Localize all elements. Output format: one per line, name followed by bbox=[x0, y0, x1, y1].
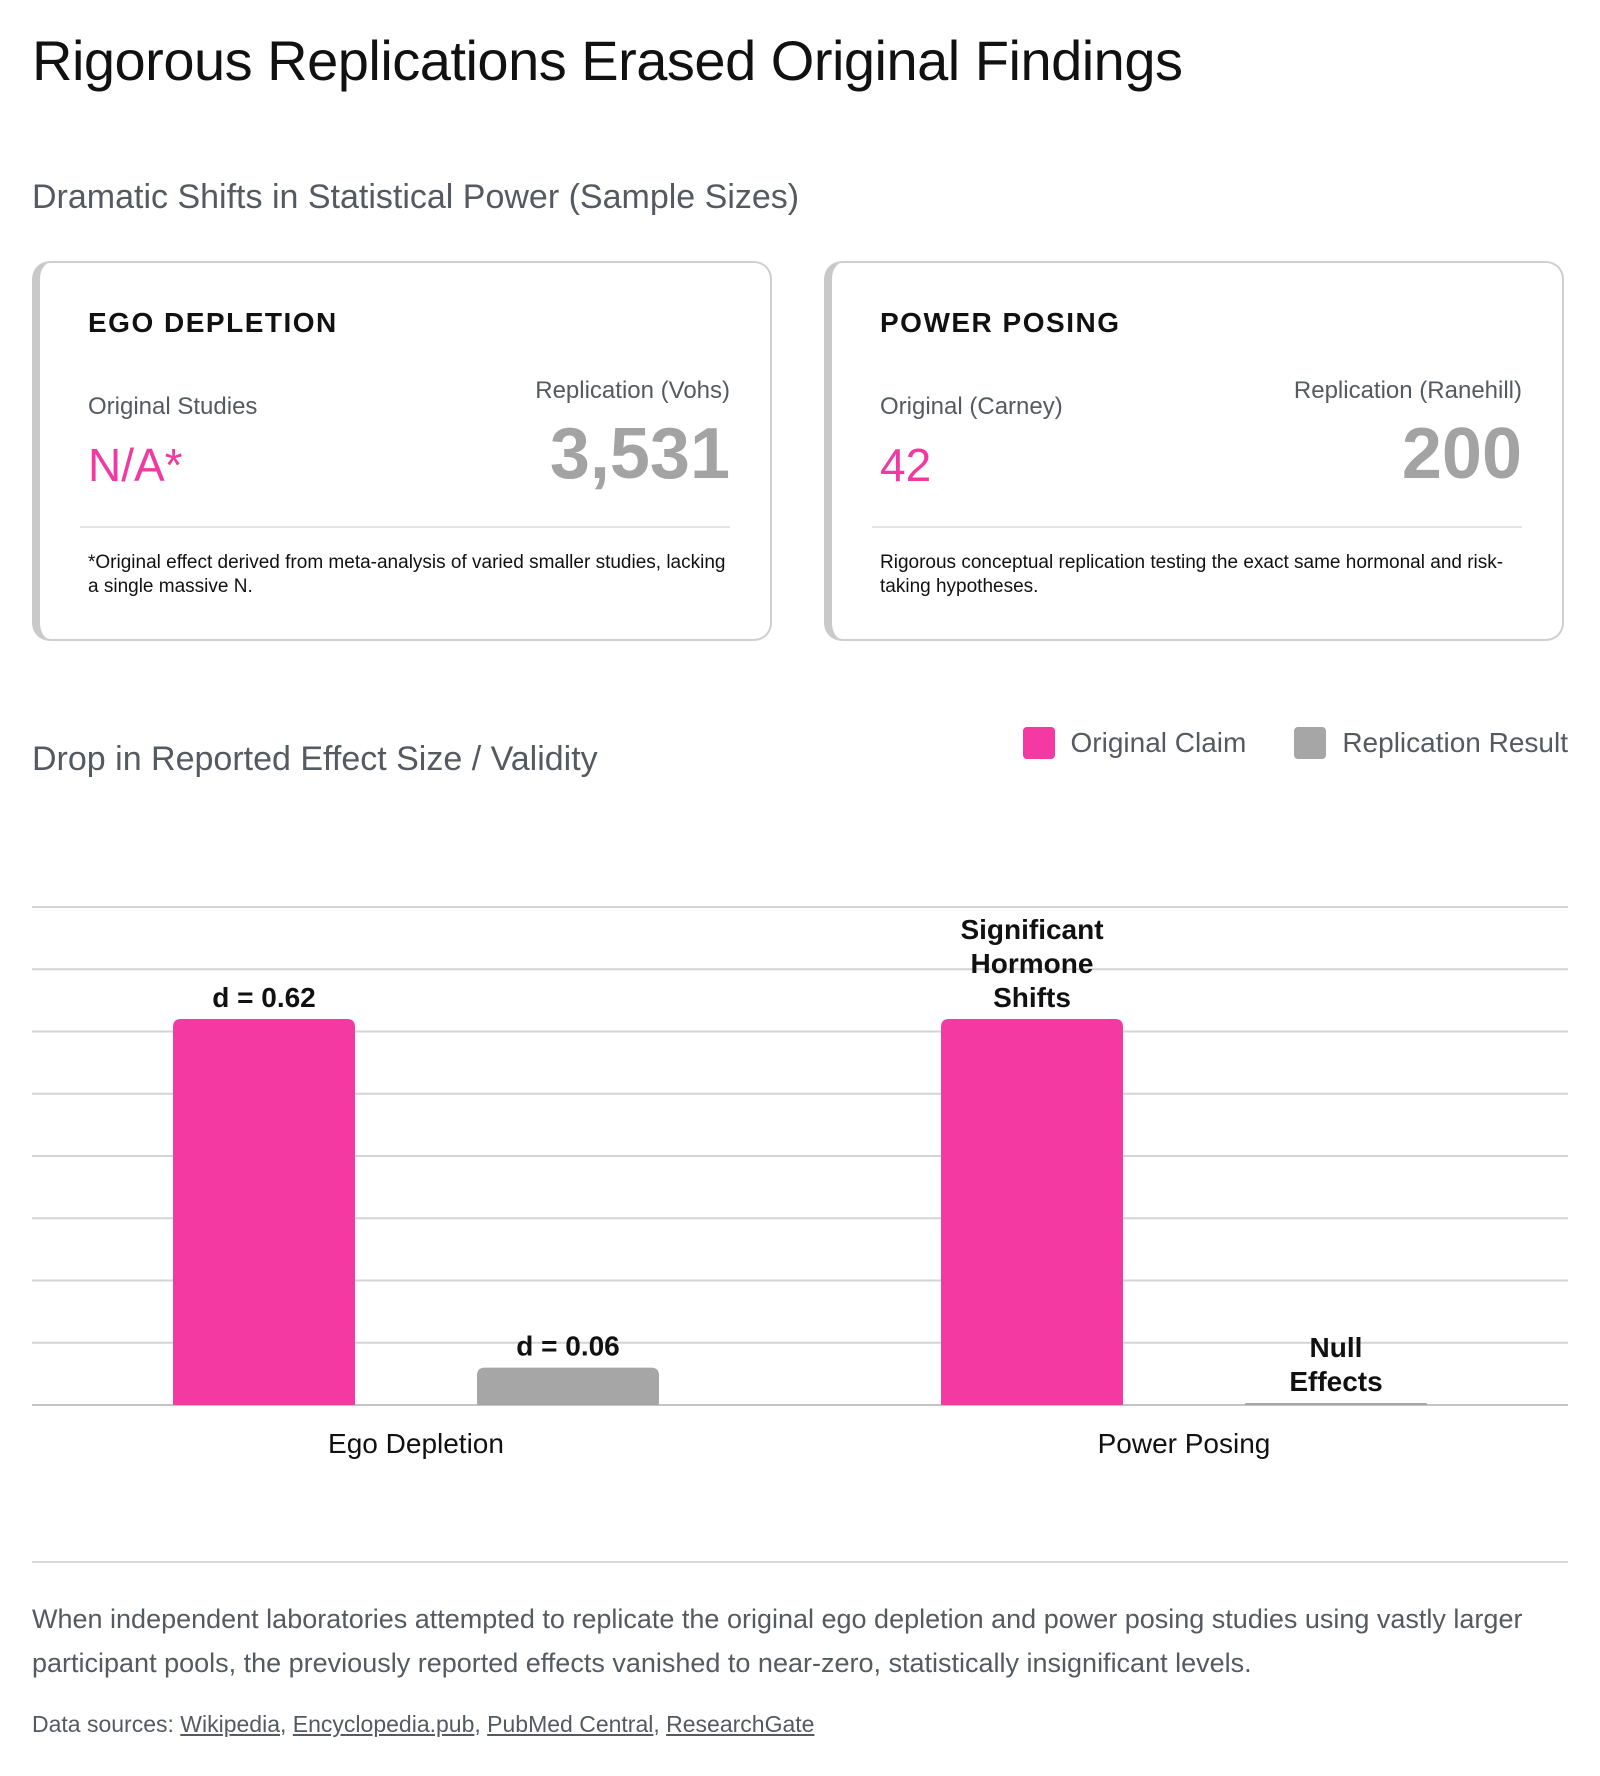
bar-original bbox=[941, 1019, 1123, 1405]
replication-value: 200 bbox=[1401, 414, 1522, 494]
data-label-line: Null bbox=[1310, 1332, 1363, 1363]
x-tick-label: Ego Depletion bbox=[328, 1428, 504, 1459]
data-label-line: Significant bbox=[960, 914, 1103, 945]
effect-size-bar-chart: d = 0.62 d = 0.06 Ego Depletion Significant… bbox=[32, 906, 1568, 1459]
source-link-wikipedia[interactable]: Wikipedia bbox=[180, 1711, 281, 1737]
data-sources: Data sources: Wikipedia, Encyclopedia.pu… bbox=[32, 1711, 815, 1737]
bar-replication bbox=[477, 1367, 659, 1405]
legend-swatch-replication bbox=[1294, 727, 1327, 759]
source-link-pubmed-central[interactable]: PubMed Central bbox=[487, 1711, 654, 1737]
chart-title: Drop in Reported Effect Size / Validity bbox=[32, 740, 598, 778]
chart-legend: Original Claim Replication Result bbox=[1022, 727, 1568, 759]
data-label: d = 0.62 bbox=[212, 982, 316, 1013]
legend-swatch-original bbox=[1022, 727, 1055, 759]
divider bbox=[32, 1561, 1568, 1563]
data-label-line: Hormone bbox=[971, 948, 1094, 979]
card-note: *Original effect derived from meta-analy… bbox=[88, 552, 726, 597]
legend-label-original: Original Claim bbox=[1070, 727, 1247, 758]
legend-item-replication: Replication Result bbox=[1294, 727, 1568, 759]
card-divider bbox=[872, 526, 1522, 528]
source-link-researchgate[interactable]: ResearchGate bbox=[666, 1711, 815, 1737]
summary-text: When independent laboratories attempted … bbox=[32, 1604, 1523, 1678]
ego-depletion-card: EGO DEPLETION Original Studies N/A* Repl… bbox=[32, 261, 772, 641]
legend-label-replication: Replication Result bbox=[1342, 727, 1568, 758]
original-value: 42 bbox=[880, 439, 932, 491]
data-label: Null Effects bbox=[1289, 1332, 1382, 1397]
data-label: Significant Hormone Shifts bbox=[960, 914, 1103, 1013]
original-value: N/A* bbox=[88, 439, 183, 491]
data-label-line: Effects bbox=[1289, 1366, 1382, 1397]
bar-original bbox=[173, 1019, 355, 1405]
original-label: Original Studies bbox=[88, 393, 258, 420]
page: Rigorous Replications Erased Original Fi… bbox=[32, 0, 1568, 1776]
card-divider bbox=[80, 526, 730, 528]
card-title: EGO DEPLETION bbox=[88, 307, 338, 338]
source-link-encyclopedia-pub[interactable]: Encyclopedia.pub bbox=[292, 1711, 475, 1737]
bar-replication bbox=[1245, 1403, 1427, 1405]
data-label-line: d = 0.06 bbox=[516, 1331, 620, 1362]
replication-label: Replication (Ranehill) bbox=[1293, 377, 1522, 404]
legend-item-original: Original Claim bbox=[1022, 727, 1247, 759]
original-label: Original (Carney) bbox=[880, 393, 1063, 420]
data-label: d = 0.06 bbox=[516, 1331, 620, 1362]
card-note: Rigorous conceptual replication testing … bbox=[880, 552, 1504, 597]
card-title: POWER POSING bbox=[880, 307, 1121, 338]
data-label-line: d = 0.62 bbox=[212, 982, 316, 1013]
sources-prefix: Data sources: bbox=[32, 1711, 181, 1737]
data-label-line: Shifts bbox=[993, 982, 1071, 1013]
power-posing-card: POWER POSING Original (Carney) 42 Replic… bbox=[824, 261, 1564, 641]
replication-value: 3,531 bbox=[549, 414, 730, 494]
x-tick-label: Power Posing bbox=[1098, 1428, 1271, 1459]
page-title: Rigorous Replications Erased Original Fi… bbox=[32, 29, 1183, 92]
sample-size-section-title: Dramatic Shifts in Statistical Power (Sa… bbox=[32, 178, 800, 216]
replication-label: Replication (Vohs) bbox=[535, 377, 730, 404]
